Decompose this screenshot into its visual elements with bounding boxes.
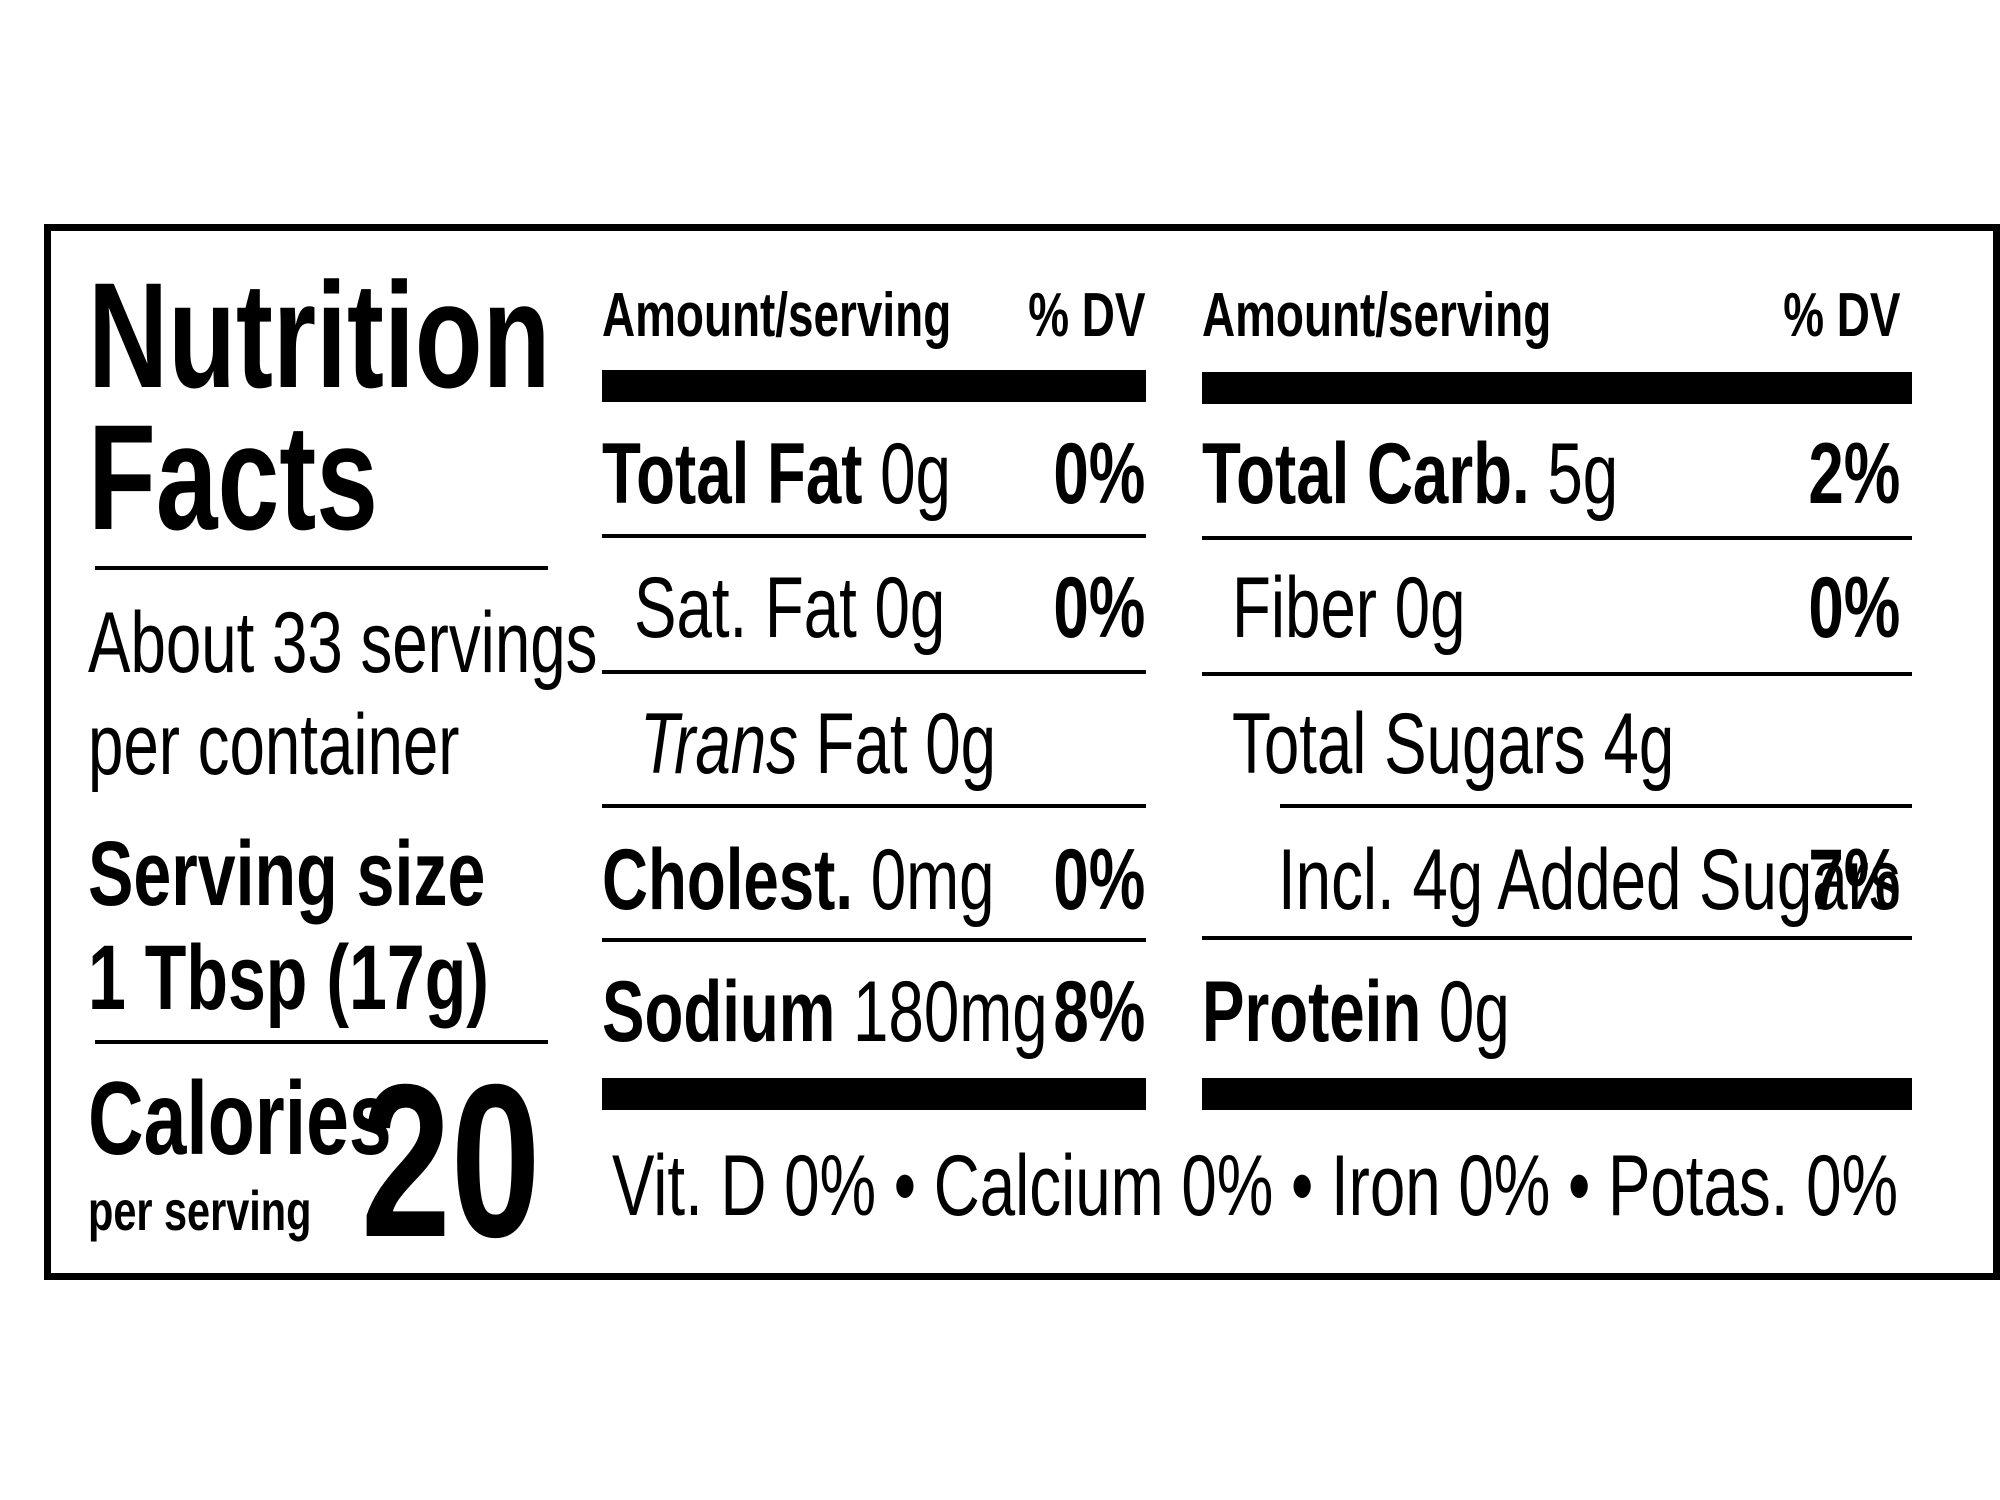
thick-rule bbox=[1202, 372, 1912, 404]
nutrient-total-carb-dv: 2% bbox=[1808, 426, 1900, 522]
nutrient-cholesterol: Cholest. 0mg bbox=[602, 832, 995, 928]
serving-size-value: 1 Tbsp (17g) bbox=[88, 927, 489, 1029]
calories-value: 20 bbox=[360, 1040, 540, 1283]
thick-rule bbox=[602, 1078, 1146, 1110]
servings-line-2: per container bbox=[88, 697, 460, 793]
nutrient-sat-fat-dv: 0% bbox=[1053, 560, 1145, 656]
servings-line-1: About 33 servings bbox=[88, 595, 598, 691]
nutrient-trans-fat: Trans Fat 0g bbox=[640, 696, 997, 792]
nutrient-total-sugars: Total Sugars 4g bbox=[1232, 696, 1675, 792]
title-line-1: Nutrition bbox=[88, 251, 551, 419]
nutrient-cholesterol-dv: 0% bbox=[1053, 832, 1145, 928]
thin-rule bbox=[602, 938, 1146, 942]
nutrient-total-carb: Total Carb. 5g bbox=[1202, 426, 1619, 522]
thin-rule bbox=[1202, 936, 1912, 940]
bullet-icon: • bbox=[1290, 1138, 1314, 1234]
thin-rule bbox=[1202, 536, 1912, 540]
thick-rule bbox=[1202, 1078, 1912, 1110]
divider bbox=[95, 1040, 548, 1044]
thin-rule bbox=[602, 534, 1146, 538]
calories-label: Calories bbox=[88, 1061, 392, 1177]
left-header-amount: Amount/serving bbox=[602, 281, 952, 350]
thin-rule bbox=[1280, 804, 1912, 808]
nutrient-added-sugars-dv: 7% bbox=[1808, 832, 1900, 928]
nutrient-total-fat-dv: 0% bbox=[1053, 426, 1145, 522]
nutrient-sat-fat: Sat. Fat 0g bbox=[634, 560, 946, 656]
nutrient-sodium-dv: 8% bbox=[1053, 964, 1145, 1060]
divider bbox=[95, 566, 548, 570]
bullet-icon: • bbox=[1567, 1138, 1591, 1234]
serving-size-label: Serving size bbox=[88, 823, 486, 925]
nutrient-protein: Protein 0g bbox=[1202, 964, 1510, 1060]
vitamin-d: Vit. D 0% bbox=[612, 1138, 877, 1234]
thin-rule bbox=[1202, 672, 1912, 676]
iron: Iron 0% bbox=[1330, 1138, 1551, 1234]
nutrient-sodium: Sodium 180mg bbox=[602, 964, 1048, 1060]
calories-sublabel: per serving bbox=[88, 1179, 312, 1242]
nutrient-fiber-dv: 0% bbox=[1808, 560, 1900, 656]
potassium: Potas. 0% bbox=[1607, 1138, 1899, 1234]
thick-rule bbox=[602, 370, 1146, 402]
thin-rule bbox=[602, 804, 1146, 808]
left-header-dv: % DV bbox=[1027, 281, 1145, 350]
vitamins-line: Vit. D 0% • Calcium 0% • Iron 0% • Potas… bbox=[612, 1136, 1898, 1236]
right-header-amount: Amount/serving bbox=[1202, 281, 1552, 350]
calcium: Calcium 0% bbox=[933, 1138, 1274, 1234]
nutrient-added-sugars: Incl. 4g Added Sugars bbox=[1278, 832, 1901, 928]
title-line-2: Facts bbox=[88, 393, 378, 561]
thin-rule bbox=[602, 670, 1146, 674]
nutrient-fiber: Fiber 0g bbox=[1232, 560, 1466, 656]
right-header-dv: % DV bbox=[1782, 281, 1900, 350]
bullet-icon: • bbox=[893, 1138, 917, 1234]
nutrient-total-fat: Total Fat 0g bbox=[602, 426, 951, 522]
